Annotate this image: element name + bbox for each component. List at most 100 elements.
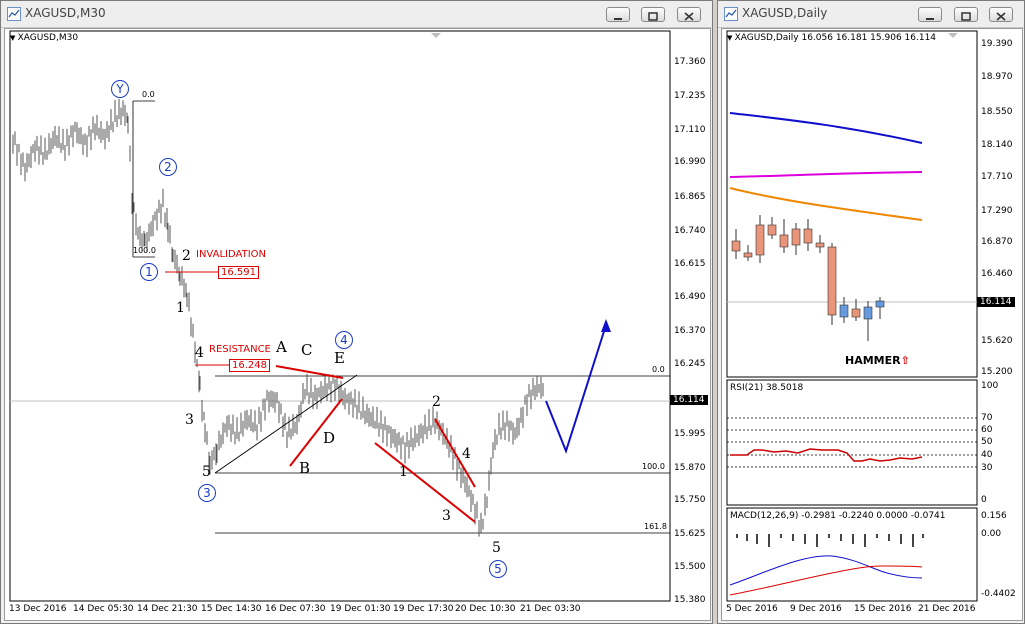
daily-chart-area[interactable]: ▼ XAGUSD,Daily 16.056 16.181 15.906 16.1… xyxy=(721,28,1023,621)
time-axis-tick: 14 Dec 21:30 xyxy=(137,604,198,614)
time-axis-tick: 14 Dec 05:30 xyxy=(73,604,134,614)
hammer-label: HAMMER⇧ xyxy=(845,354,910,367)
rsi-axis-tick: 60 xyxy=(981,425,993,435)
close-icon xyxy=(996,12,1006,21)
daily-candles xyxy=(731,215,885,341)
rsi-axis-tick: 100 xyxy=(981,381,999,391)
macd-label: MACD(12,26,9) -0.2981 -0.2240 0.0000 -0.… xyxy=(730,511,946,521)
maximize-button[interactable] xyxy=(641,7,665,22)
price-axis-tick: 15.995 xyxy=(674,429,706,439)
price-axis-tick: 17.290 xyxy=(981,206,1013,216)
minimize-icon xyxy=(614,18,622,20)
price-axis-tick: 16.740 xyxy=(674,226,706,236)
close-icon xyxy=(684,12,694,21)
wave-label-5a: 5 xyxy=(202,464,211,480)
price-axis-tick: 17.235 xyxy=(674,91,706,101)
time-axis-tick: 21 Dec 03:30 xyxy=(520,604,581,614)
macd-axis-tick: 0.156 xyxy=(981,511,1007,521)
minimize-icon xyxy=(926,18,934,20)
rsi-axis-tick: 50 xyxy=(981,437,993,447)
wave-3-circle-label: 3 xyxy=(198,484,216,502)
daily-chart-window[interactable]: XAGUSD,Daily xyxy=(717,0,1025,624)
m30-chart-window[interactable]: XAGUSD,M30 xyxy=(0,0,713,624)
price-axis-tick: 15.750 xyxy=(674,495,706,505)
candle-body xyxy=(851,308,861,318)
macd-bar xyxy=(780,534,782,538)
macd-bar xyxy=(756,534,758,544)
daily-window-title: XAGUSD,Daily xyxy=(742,6,828,20)
wave-label-A: A xyxy=(276,338,287,356)
price-axis-tick: 16.460 xyxy=(981,269,1013,279)
price-axis-tick: 16.865 xyxy=(674,192,706,202)
wave-label-E: E xyxy=(334,349,345,367)
macd-bar xyxy=(746,534,748,541)
price-axis-tick: 16.870 xyxy=(981,237,1013,247)
price-axis-tick: 19.390 xyxy=(981,39,1013,49)
price-axis-tick: 17.710 xyxy=(981,172,1013,182)
rsi-axis-tick: 30 xyxy=(981,463,993,473)
fib-100-top-label: 100.0 xyxy=(133,246,156,255)
price-axis-tick: 16.615 xyxy=(674,259,706,269)
macd-axis-tick: -0.4402 xyxy=(981,589,1016,599)
fib-161-label: 161.8 xyxy=(644,522,667,531)
invalidation-label: INVALIDATION xyxy=(196,249,266,260)
fib-0-top-label: 0.0 xyxy=(142,90,155,99)
candle-body xyxy=(767,224,777,236)
fib-100-label: 100.0 xyxy=(642,462,665,471)
time-axis-tick: 5 Dec 2016 xyxy=(726,604,778,614)
time-axis-tick: 19 Dec 17:30 xyxy=(393,604,454,614)
m30-symbol-label: ▼ XAGUSD,M30 xyxy=(10,33,79,43)
candle-body xyxy=(875,300,885,308)
daily-titlebar[interactable]: XAGUSD,Daily xyxy=(718,1,1024,28)
price-axis-tick: 15.380 xyxy=(674,595,706,605)
rsi-label: RSI(21) 38.5018 xyxy=(730,383,804,393)
minimize-button[interactable] xyxy=(606,7,630,22)
macd-bar xyxy=(816,534,818,547)
candle-body xyxy=(827,246,837,316)
price-axis-tick: 16.990 xyxy=(674,157,706,167)
price-axis-tick: 16.490 xyxy=(674,292,706,302)
price-axis-tick: 17.110 xyxy=(674,125,706,135)
macd-bar xyxy=(736,534,738,538)
time-axis-tick: 15 Dec 2016 xyxy=(854,604,912,614)
wave-5-circle-label: 5 xyxy=(489,560,507,578)
rsi-axis-tick: 0 xyxy=(981,495,987,505)
wave-label-4a: 4 xyxy=(195,345,204,361)
maximize-button[interactable] xyxy=(954,7,978,22)
price-axis-tick: 15.200 xyxy=(981,367,1013,377)
wave-label-1b: 1 xyxy=(399,464,408,480)
time-axis-tick: 15 Dec 14:30 xyxy=(201,604,262,614)
up-arrow-icon: ⇧ xyxy=(900,354,910,367)
candle-body xyxy=(815,242,825,248)
m30-current-price-tag: 16.114 xyxy=(670,395,708,405)
price-axis-tick: 17.360 xyxy=(674,57,706,67)
minimize-button[interactable] xyxy=(918,7,942,22)
wave-4-circle-label: 4 xyxy=(335,331,353,349)
macd-histogram xyxy=(736,534,924,547)
daily-time-axis: 5 Dec 2016 9 Dec 2016 15 Dec 2016 21 Dec 20… xyxy=(722,603,977,619)
close-button[interactable] xyxy=(989,7,1013,22)
m30-window-title: XAGUSD,M30 xyxy=(25,6,106,20)
resistance-price-box: 16.248 xyxy=(229,359,270,372)
wave-label-4b: 4 xyxy=(462,446,471,462)
macd-bar xyxy=(828,534,830,538)
m30-titlebar[interactable]: XAGUSD,M30 xyxy=(1,1,712,28)
m30-chart-area[interactable]: ▼ XAGUSD,M30 0.0 100.0 0.0 100.0 161.8 I… xyxy=(4,28,711,621)
wave-1-circle-label: 1 xyxy=(140,263,158,281)
price-axis-tick: 15.620 xyxy=(981,336,1013,346)
daily-price-axis: 19.390 18.970 18.550 18.140 17.710 17.290 16.8… xyxy=(979,29,1022,379)
macd-bar xyxy=(876,534,878,538)
m30-price-axis: 17.360 17.235 17.110 16.990 16.865 16.740 16.6… xyxy=(672,29,710,605)
close-button[interactable] xyxy=(677,7,701,22)
price-axis-tick: 16.245 xyxy=(674,359,706,369)
candle-body xyxy=(803,228,813,244)
wave-label-3a: 3 xyxy=(185,412,194,428)
macd-axis: 0.156 0.00 -0.4402 xyxy=(979,508,1022,601)
wave-y-circle-label: Y xyxy=(111,80,129,98)
macd-bar xyxy=(864,534,866,547)
price-axis-tick: 18.550 xyxy=(981,107,1013,117)
macd-bar xyxy=(852,534,854,544)
wave-label-3b: 3 xyxy=(442,508,451,524)
daily-current-price-tag: 16.114 xyxy=(977,297,1015,307)
candle-body xyxy=(863,306,873,320)
